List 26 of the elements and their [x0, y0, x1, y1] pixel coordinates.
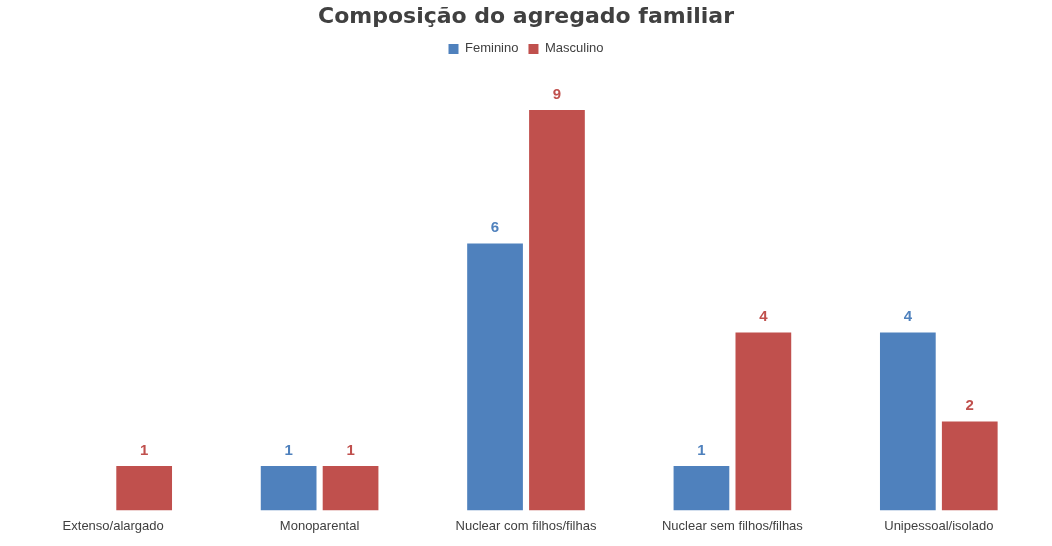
bar — [467, 243, 523, 511]
bar — [116, 465, 173, 511]
x-tick-label: Nuclear sem filhos/filhas — [661, 517, 804, 533]
chart-title: Composição do agregado familiar — [317, 2, 735, 28]
bar — [529, 109, 585, 511]
data-label: 6 — [490, 218, 500, 236]
bar — [879, 332, 936, 511]
bar — [322, 465, 379, 511]
x-tick-label: Extenso/alargado — [62, 517, 164, 533]
data-label: 4 — [903, 307, 913, 325]
x-tick-label: Nuclear com filhos/filhas — [455, 517, 597, 533]
data-label: 4 — [759, 307, 769, 325]
bar — [941, 421, 998, 511]
x-tick-label: Monoparental — [279, 517, 360, 533]
data-label: 1 — [346, 440, 355, 458]
legend-label: Masculino — [544, 40, 604, 56]
bar — [673, 465, 730, 511]
legend-label: Feminino — [465, 40, 519, 56]
data-label: 9 — [552, 84, 562, 102]
data-label: 2 — [965, 396, 974, 414]
data-label: 1 — [697, 440, 706, 458]
bar — [735, 332, 792, 511]
data-label: 1 — [139, 440, 149, 458]
bar — [260, 465, 317, 511]
x-tick-label: Unipessoal/isolado — [884, 517, 994, 533]
data-label: 1 — [284, 440, 293, 458]
